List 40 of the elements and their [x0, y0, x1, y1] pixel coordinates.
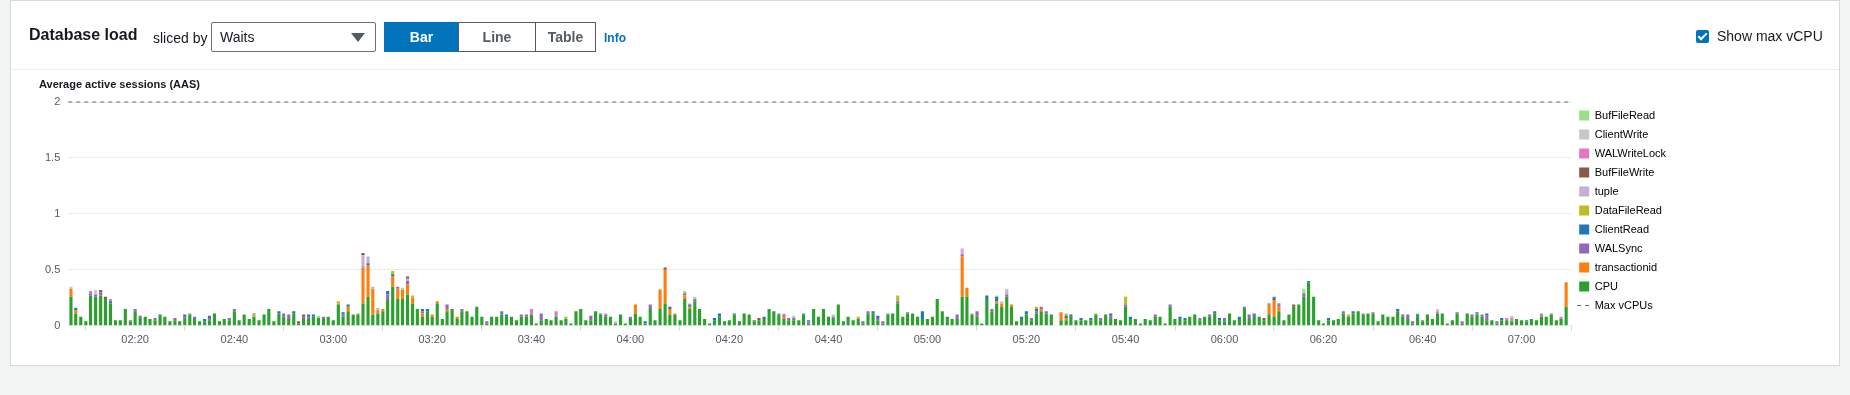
legend-label: Max vCPUs — [1594, 298, 1654, 311]
legend-label: BufFileRead — [1594, 108, 1656, 121]
text: Line — [458, 22, 536, 52]
y-tick-label: 0 — [54, 318, 61, 331]
legend-label: WALSync — [1594, 241, 1644, 254]
x-tick-label: 07:00 — [1507, 333, 1536, 346]
legend-label: ClientRead — [1594, 222, 1650, 235]
x-tick-label: 05:40 — [1111, 333, 1140, 346]
x-tick-label: 04:00 — [616, 333, 645, 346]
x-tick-label: 06:00 — [1210, 333, 1239, 346]
x-tick-label: 06:40 — [1408, 333, 1437, 346]
x-tick-label: 06:20 — [1309, 333, 1338, 346]
text: sliced by — [153, 30, 208, 46]
legend-label: tuple — [1594, 184, 1619, 197]
y-axis-title: Average active sessions (AAS) — [39, 77, 201, 90]
y-tick-label: 1 — [54, 206, 61, 219]
legend-label: ClientWrite — [1594, 127, 1649, 140]
x-tick-label: 02:20 — [121, 333, 149, 346]
text: Info — [604, 31, 626, 45]
legend-label: transactionid — [1594, 260, 1658, 273]
x-tick-label: 02:40 — [220, 333, 249, 346]
x-tick-label: 05:20 — [1012, 333, 1041, 346]
x-tick-label: 03:00 — [319, 333, 348, 346]
x-tick-label: 03:40 — [517, 333, 546, 346]
legend-label: WALWriteLock — [1594, 146, 1667, 159]
x-tick-label: 04:20 — [715, 333, 744, 346]
text: Bar — [384, 22, 459, 52]
y-tick-label: 1.5 — [44, 150, 61, 163]
text: Table — [535, 22, 596, 52]
text: Show max vCPU — [1717, 28, 1823, 44]
x-tick-label: 05:00 — [913, 333, 942, 346]
text: Waits — [220, 29, 255, 45]
y-tick-label: 2 — [54, 95, 61, 108]
legend-label: BufFileWrite — [1594, 165, 1655, 178]
x-tick-label: 03:20 — [418, 333, 446, 346]
x-tick-label: 04:40 — [814, 333, 843, 346]
legend-label: DataFileRead — [1594, 203, 1662, 216]
y-tick-label: 0.5 — [44, 262, 61, 275]
legend-label: CPU — [1594, 279, 1618, 292]
chart-title: Database load — [29, 26, 138, 44]
